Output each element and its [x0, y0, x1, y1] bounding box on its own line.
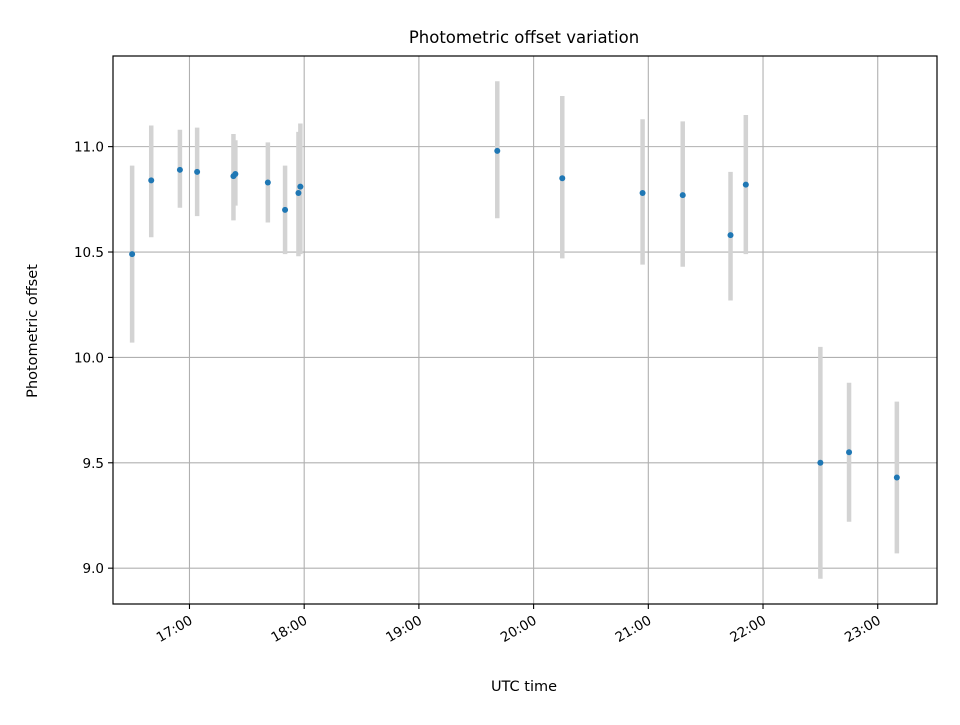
data-point: [846, 449, 853, 456]
x-tick-label: 19:00: [383, 613, 425, 646]
data-point: [297, 183, 304, 190]
data-point: [742, 181, 749, 188]
data-point: [494, 147, 501, 154]
data-point: [817, 459, 824, 466]
data-point: [282, 206, 289, 213]
y-tick-label: 9.5: [83, 456, 104, 472]
y-tick-label: 11.0: [74, 140, 104, 156]
grid-lines: [113, 56, 937, 604]
data-point: [232, 171, 239, 178]
data-point: [148, 177, 155, 184]
x-tick-label: 20:00: [498, 613, 540, 646]
y-axis-title: Photometric offset: [25, 264, 41, 398]
y-tick-label: 10.0: [74, 350, 104, 366]
y-tick-label: 9.0: [83, 561, 104, 577]
data-point: [639, 190, 646, 196]
x-tick-label: 17:00: [154, 613, 196, 646]
x-tick-label: 23:00: [842, 613, 884, 646]
data-point: [295, 190, 302, 196]
plot-frame: [112, 55, 938, 605]
data-point: [559, 175, 566, 182]
data-point: [264, 179, 271, 186]
data-point: [893, 474, 900, 481]
data-points: [129, 147, 900, 481]
chart-title: Photometric offset variation: [409, 28, 639, 47]
data-point: [129, 251, 136, 258]
data-point: [194, 168, 201, 175]
error-bars: [129, 81, 900, 579]
data-point: [727, 232, 734, 239]
x-tick-label: 21:00: [613, 613, 655, 646]
y-tick-label: 10.5: [74, 245, 104, 261]
data-point: [679, 192, 686, 199]
x-tick-label: 18:00: [268, 613, 310, 646]
x-tick-label: 22:00: [727, 613, 769, 646]
data-point: [176, 166, 183, 173]
x-axis-title: UTC time: [491, 679, 557, 695]
